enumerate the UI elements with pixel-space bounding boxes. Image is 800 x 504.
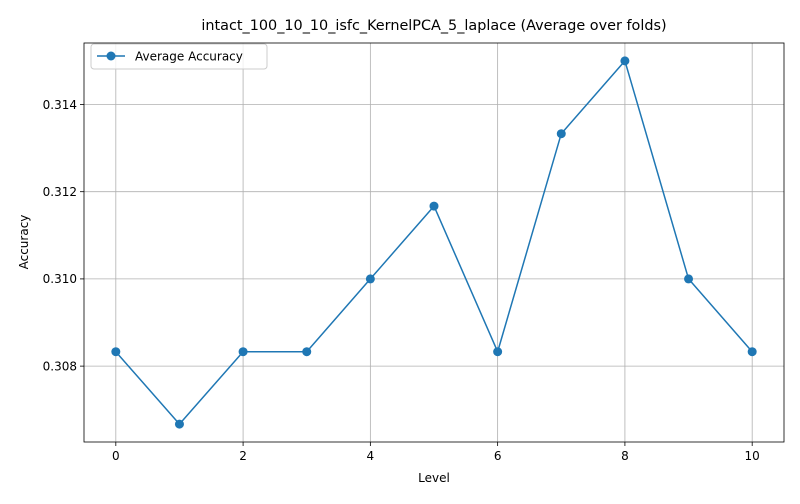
y-tick-label: 0.310	[43, 272, 77, 286]
data-point	[174, 419, 184, 429]
y-axis: 0.308 0.310 0.312 0.314	[43, 98, 84, 373]
x-tick-label: 10	[745, 449, 760, 463]
data-point	[556, 129, 566, 139]
y-tick-label: 0.312	[43, 185, 77, 199]
data-point	[493, 347, 503, 357]
data-point	[620, 56, 630, 66]
y-tick-label: 0.314	[43, 98, 77, 112]
x-tick-label: 4	[367, 449, 375, 463]
data-point	[302, 347, 312, 357]
data-point	[111, 347, 121, 357]
data-point	[238, 347, 248, 357]
x-axis-label: Level	[418, 471, 450, 485]
grid	[84, 43, 784, 442]
x-tick-label: 0	[112, 449, 120, 463]
x-tick-label: 6	[494, 449, 502, 463]
legend: Average Accuracy	[90, 43, 268, 70]
legend-box	[90, 43, 268, 70]
legend-label: Average Accuracy	[135, 50, 243, 64]
y-tick-label: 0.308	[43, 359, 77, 373]
data-point	[365, 274, 375, 284]
plot-frame	[83, 42, 785, 443]
y-axis-label: Accuracy	[17, 215, 31, 270]
x-axis: 0 2 4 6 8 10	[112, 442, 760, 463]
data-point	[684, 274, 694, 284]
x-tick-label: 2	[239, 449, 247, 463]
legend-marker-swatch	[106, 51, 116, 61]
data-point	[747, 347, 757, 357]
series-group	[111, 56, 757, 429]
x-tick-label: 8	[621, 449, 629, 463]
data-point	[429, 201, 439, 211]
chart-title: intact_100_10_10_isfc_KernelPCA_5_laplac…	[201, 18, 666, 34]
